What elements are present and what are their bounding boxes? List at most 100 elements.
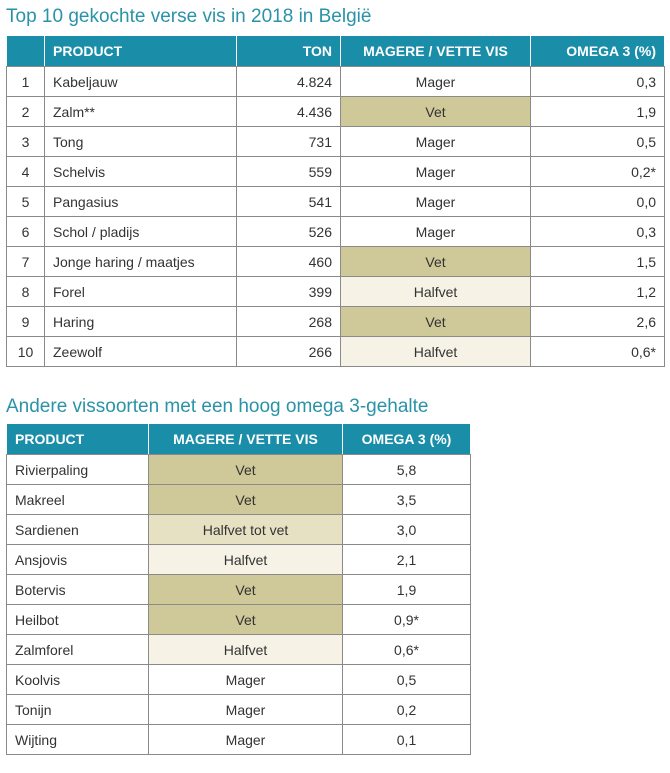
- table-row: 2 Zalm** 4.436 Vet 1,9: [6, 96, 665, 127]
- header-product: PRODUCT: [6, 423, 149, 455]
- omega3-cell: 0,9*: [342, 604, 471, 635]
- header-product: PRODUCT: [44, 35, 237, 67]
- fat-type-cell: Vet: [148, 454, 343, 485]
- fat-type-cell: Halfvet tot vet: [148, 514, 343, 545]
- fat-type-cell: Vet: [148, 604, 343, 635]
- table-row: 3 Tong 731 Mager 0,5: [6, 126, 665, 157]
- header-ton: TON: [236, 35, 341, 67]
- product-cell: Wijting: [6, 724, 149, 755]
- omega3-cell: 3,0: [342, 514, 471, 545]
- product-cell: Tonijn: [6, 694, 149, 725]
- table-row: Botervis Vet 1,9: [6, 574, 471, 605]
- omega3-cell: 2,1: [342, 544, 471, 575]
- ton-cell: 268: [236, 306, 341, 337]
- fat-type-cell: Mager: [148, 694, 343, 725]
- fat-type-cell: Vet: [340, 306, 531, 337]
- rank-cell: 3: [6, 126, 45, 157]
- table-row: 10 Zeewolf 266 Halfvet 0,6*: [6, 336, 665, 367]
- ton-cell: 541: [236, 186, 341, 217]
- ton-cell: 4.824: [236, 66, 341, 97]
- fat-type-cell: Halfvet: [340, 276, 531, 307]
- fat-type-cell: Mager: [340, 156, 531, 187]
- omega3-cell: 2,6: [530, 306, 665, 337]
- product-cell: Schelvis: [44, 156, 237, 187]
- omega3-cell: 0,3: [530, 216, 665, 247]
- product-cell: Tong: [44, 126, 237, 157]
- ton-cell: 559: [236, 156, 341, 187]
- product-cell: Koolvis: [6, 664, 149, 695]
- fat-type-cell: Mager: [340, 66, 531, 97]
- fat-type-cell: Vet: [148, 484, 343, 515]
- omega3-cell: 0,0: [530, 186, 665, 217]
- product-cell: Botervis: [6, 574, 149, 605]
- ton-cell: 399: [236, 276, 341, 307]
- fat-type-cell: Halfvet: [340, 336, 531, 367]
- omega3-cell: 0,6*: [530, 336, 665, 367]
- omega3-cell: 0,1: [342, 724, 471, 755]
- header-fat-type: MAGERE / VETTE VIS: [148, 423, 343, 455]
- rank-cell: 5: [6, 186, 45, 217]
- omega3-cell: 0,2*: [530, 156, 665, 187]
- table-row: Heilbot Vet 0,9*: [6, 604, 471, 635]
- fat-type-cell: Mager: [148, 664, 343, 695]
- table2-title: Andere vissoorten met een hoog omega 3-g…: [6, 396, 429, 417]
- product-cell: Zalm**: [44, 96, 237, 127]
- table-row: Zalmforel Halfvet 0,6*: [6, 634, 471, 665]
- rank-cell: 1: [6, 66, 45, 97]
- table-row: 7 Jonge haring / maatjes 460 Vet 1,5: [6, 246, 665, 277]
- ton-cell: 4.436: [236, 96, 341, 127]
- high-omega3-fish-table: PRODUCT MAGERE / VETTE VIS OMEGA 3 (%) R…: [6, 423, 471, 755]
- header-omega3: OMEGA 3 (%): [342, 423, 471, 455]
- product-cell: Heilbot: [6, 604, 149, 635]
- rank-cell: 7: [6, 246, 45, 277]
- header-omega3: OMEGA 3 (%): [530, 35, 665, 67]
- product-cell: Rivierpaling: [6, 454, 149, 485]
- table-row: Ansjovis Halfvet 2,1: [6, 544, 471, 575]
- product-cell: Schol / pladijs: [44, 216, 237, 247]
- rank-cell: 9: [6, 306, 45, 337]
- product-cell: Zalmforel: [6, 634, 149, 665]
- table-row: 8 Forel 399 Halfvet 1,2: [6, 276, 665, 307]
- rank-cell: 2: [6, 96, 45, 127]
- table-row: Tonijn Mager 0,2: [6, 694, 471, 725]
- fat-type-cell: Vet: [340, 96, 531, 127]
- table-row: 5 Pangasius 541 Mager 0,0: [6, 186, 665, 217]
- product-cell: Jonge haring / maatjes: [44, 246, 237, 277]
- ton-cell: 731: [236, 126, 341, 157]
- product-cell: Sardienen: [6, 514, 149, 545]
- ton-cell: 460: [236, 246, 341, 277]
- omega3-cell: 0,3: [530, 66, 665, 97]
- omega3-cell: 0,5: [342, 664, 471, 695]
- fat-type-cell: Halfvet: [148, 634, 343, 665]
- rank-cell: 8: [6, 276, 45, 307]
- table-row: Rivierpaling Vet 5,8: [6, 454, 471, 485]
- table-row: Wijting Mager 0,1: [6, 724, 471, 755]
- omega3-cell: 0,2: [342, 694, 471, 725]
- product-cell: Zeewolf: [44, 336, 237, 367]
- product-cell: Pangasius: [44, 186, 237, 217]
- fat-type-cell: Vet: [340, 246, 531, 277]
- product-cell: Ansjovis: [6, 544, 149, 575]
- omega3-cell: 0,5: [530, 126, 665, 157]
- omega3-cell: 1,9: [530, 96, 665, 127]
- product-cell: Makreel: [6, 484, 149, 515]
- table-row: Makreel Vet 3,5: [6, 484, 471, 515]
- rank-cell: 10: [6, 336, 45, 367]
- table-row: 4 Schelvis 559 Mager 0,2*: [6, 156, 665, 187]
- omega3-cell: 3,5: [342, 484, 471, 515]
- table1-title: Top 10 gekochte verse vis in 2018 in Bel…: [6, 6, 372, 27]
- omega3-cell: 5,8: [342, 454, 471, 485]
- omega3-cell: 1,9: [342, 574, 471, 605]
- ton-cell: 266: [236, 336, 341, 367]
- fat-type-cell: Mager: [340, 186, 531, 217]
- omega3-cell: 0,6*: [342, 634, 471, 665]
- ton-cell: 526: [236, 216, 341, 247]
- rank-cell: 6: [6, 216, 45, 247]
- table-row: 1 Kabeljauw 4.824 Mager 0,3: [6, 66, 665, 97]
- table-row: Sardienen Halfvet tot vet 3,0: [6, 514, 471, 545]
- fat-type-cell: Mager: [340, 216, 531, 247]
- omega3-cell: 1,5: [530, 246, 665, 277]
- product-cell: Forel: [44, 276, 237, 307]
- fat-type-cell: Vet: [148, 574, 343, 605]
- product-cell: Kabeljauw: [44, 66, 237, 97]
